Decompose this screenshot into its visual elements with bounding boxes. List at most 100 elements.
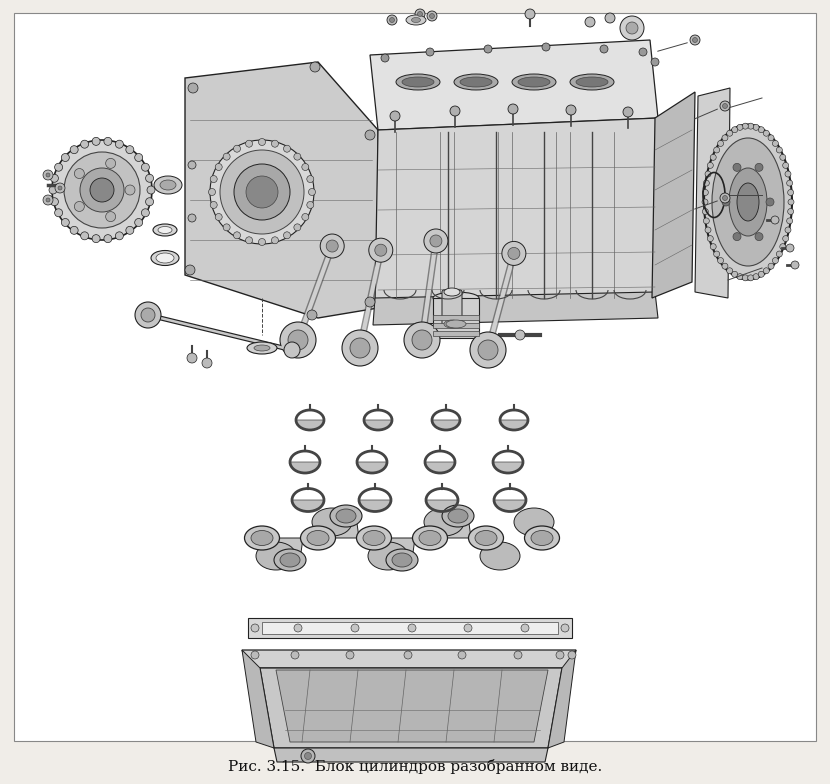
Ellipse shape [312,508,352,536]
Circle shape [525,9,535,19]
Circle shape [776,251,783,257]
Bar [433,323,479,328]
Polygon shape [276,670,548,742]
Circle shape [780,154,786,161]
Ellipse shape [160,180,176,190]
Circle shape [43,195,53,205]
Circle shape [307,310,317,320]
Ellipse shape [712,138,784,266]
Circle shape [105,158,115,169]
Circle shape [788,199,794,205]
Circle shape [365,297,375,307]
Circle shape [768,135,774,141]
Polygon shape [364,420,392,430]
Circle shape [727,268,733,274]
Circle shape [134,154,143,162]
Ellipse shape [444,320,460,328]
Polygon shape [548,650,576,748]
Ellipse shape [396,74,440,90]
Ellipse shape [468,526,504,550]
Circle shape [776,147,783,153]
Circle shape [305,753,311,760]
Circle shape [51,198,58,205]
Bar [433,298,479,338]
Text: Рис. 3.15.  Блок цилиндров разобранном виде.: Рис. 3.15. Блок цилиндров разобранном ви… [228,758,602,774]
Circle shape [753,274,759,280]
Circle shape [748,275,754,281]
Circle shape [426,48,434,56]
Circle shape [210,140,314,244]
Circle shape [651,58,659,66]
Circle shape [291,651,299,659]
Circle shape [389,17,394,23]
Ellipse shape [576,77,608,87]
Circle shape [258,139,266,146]
Circle shape [720,101,730,111]
Circle shape [727,130,733,136]
Circle shape [220,150,304,234]
Ellipse shape [402,77,434,87]
Circle shape [514,651,522,659]
Circle shape [626,22,638,34]
Polygon shape [357,462,387,473]
Circle shape [233,145,241,152]
Polygon shape [185,62,378,318]
Circle shape [64,152,140,228]
Circle shape [90,178,114,202]
Circle shape [115,140,124,148]
Circle shape [720,193,730,203]
Circle shape [768,263,774,269]
Circle shape [702,199,708,205]
Polygon shape [432,420,460,430]
Circle shape [470,332,506,368]
Circle shape [294,624,302,632]
Ellipse shape [518,77,550,87]
Circle shape [75,201,85,212]
Circle shape [141,308,155,322]
Circle shape [773,258,779,263]
Bar [433,315,479,320]
Circle shape [788,190,793,195]
Circle shape [188,161,196,169]
Ellipse shape [151,251,179,266]
Circle shape [342,330,378,366]
Circle shape [46,198,50,202]
Polygon shape [493,462,523,473]
Circle shape [145,174,154,182]
Circle shape [692,38,697,42]
Polygon shape [242,650,576,668]
Circle shape [302,164,309,170]
Circle shape [43,170,53,180]
Ellipse shape [156,253,174,263]
Circle shape [301,749,315,763]
Circle shape [742,123,749,129]
Circle shape [427,11,437,21]
Circle shape [788,209,793,215]
Ellipse shape [247,342,277,354]
Circle shape [71,227,78,234]
Circle shape [690,35,700,45]
Circle shape [210,176,217,183]
Circle shape [764,130,769,136]
Circle shape [320,234,344,258]
Circle shape [115,232,124,240]
Circle shape [288,330,308,350]
Circle shape [766,198,774,206]
Circle shape [104,234,112,242]
Polygon shape [389,538,415,560]
Circle shape [714,251,720,257]
Circle shape [737,274,743,280]
Circle shape [246,176,278,208]
Circle shape [271,237,278,244]
Circle shape [780,244,786,249]
Circle shape [515,330,525,340]
Circle shape [246,140,252,147]
Circle shape [605,13,615,23]
Circle shape [450,106,460,116]
Polygon shape [359,500,391,511]
Ellipse shape [512,74,556,90]
Circle shape [732,271,738,278]
Circle shape [755,163,763,172]
Ellipse shape [737,183,759,221]
Bar [433,331,479,336]
